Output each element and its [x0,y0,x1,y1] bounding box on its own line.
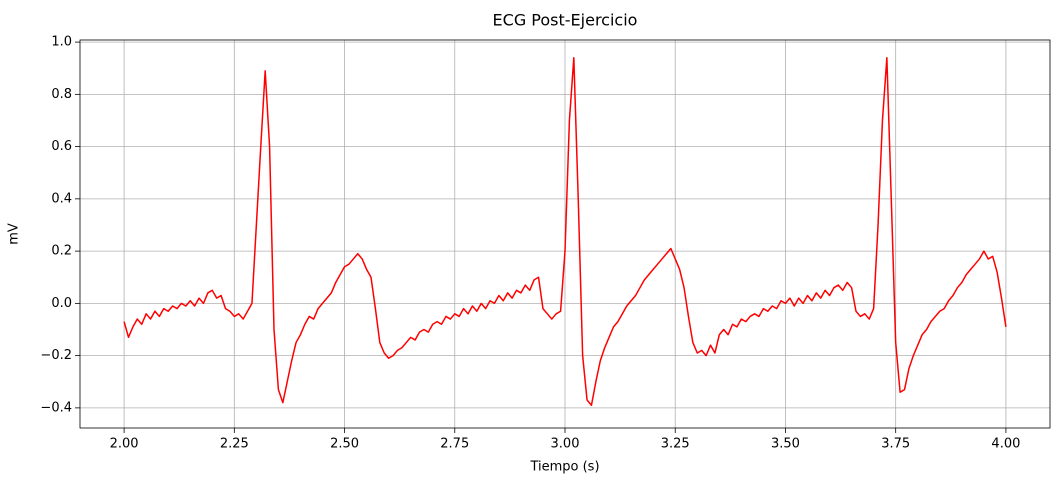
y-tick-label: 1.0 [51,35,72,50]
x-axis-label: Tiempo (s) [529,460,599,475]
x-tick-label: 4.00 [991,437,1020,452]
y-tick-label: −0.2 [40,348,72,363]
x-tick-label: 2.75 [440,437,469,452]
y-tick-label: −0.4 [40,400,72,415]
y-tick-label: 0.8 [51,87,72,102]
x-tick-label: 2.00 [110,437,139,452]
y-tick-label: 0.4 [51,191,72,206]
x-tick-label: 3.00 [551,437,580,452]
ecg-line [123,57,1007,407]
y-tick-label: 0.6 [51,139,72,154]
y-axis-label: mV [7,223,22,245]
plot-frame [79,39,1051,429]
x-tick-label: 3.50 [771,437,800,452]
y-tick-label: 0.2 [51,244,72,259]
x-tick-label: 2.25 [220,437,249,452]
x-tick-label: 2.50 [330,437,359,452]
y-tick-label: 0.0 [51,296,72,311]
x-tick-label: 3.25 [661,437,690,452]
chart-title: ECG Post-Ejercicio [493,11,638,30]
x-tick-label: 3.75 [881,437,910,452]
